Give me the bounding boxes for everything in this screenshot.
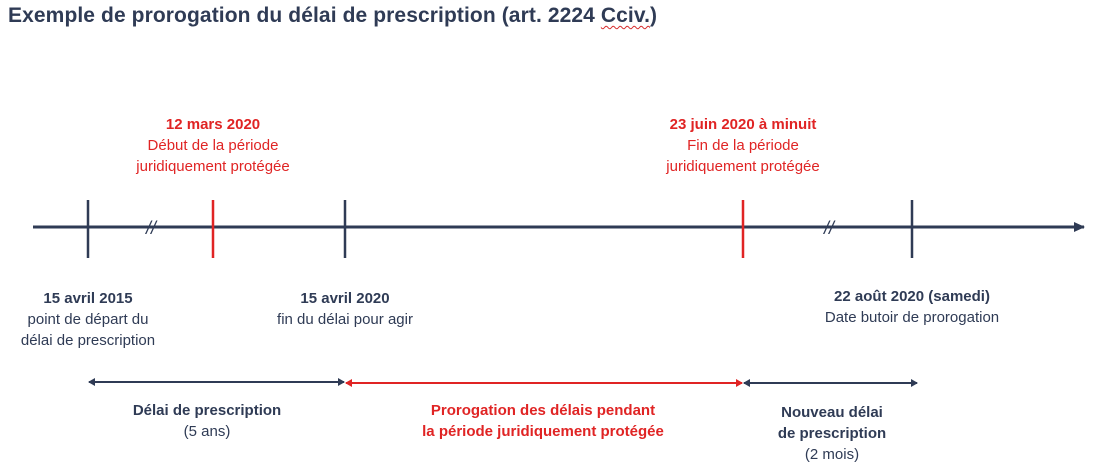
span-label-prorogation: Prorogation des délais pendant la périod… [422, 402, 664, 440]
label-23-juin-2020: 23 juin 2020 à minuit Fin de la période … [666, 116, 820, 175]
label-15-avril-2015: 15 avril 2015 point de départ du délai d… [20, 290, 156, 349]
break-mark: // [822, 218, 836, 238]
span-label-prescription: Délai de prescription (5 ans) [132, 402, 282, 440]
page-title: Exemple de prorogation du délai de presc… [8, 4, 658, 27]
span-label-nouveau-delai: Nouveau délai de prescription (2 mois) [777, 404, 887, 463]
label-22-aout-2020: 22 août 2020 (samedi) Date butoir de pro… [824, 288, 1000, 326]
label-15-avril-2020: 15 avril 2020 fin du délai pour agir [277, 290, 413, 328]
break-mark: // [144, 218, 158, 238]
label-12-mars-2020: 12 mars 2020 Début de la période juridiq… [136, 116, 290, 175]
